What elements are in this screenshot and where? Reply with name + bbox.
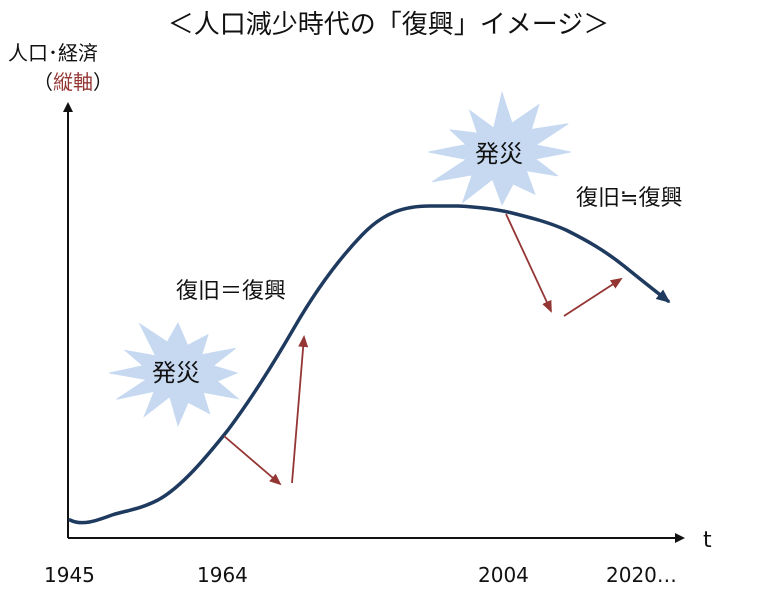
y-axis-sublabel-open: （ — [33, 70, 53, 94]
x-tick-label: 2004 — [478, 563, 529, 587]
decline-arrow-early — [223, 435, 282, 486]
y-axis-sublabel-close: ） — [93, 70, 113, 94]
x-tick-label: 2020… — [606, 563, 677, 587]
decline-arrow-late — [505, 213, 552, 313]
x-tick-label: 1945 — [44, 563, 95, 587]
y-axis-sublabel: （縦軸） — [33, 72, 113, 92]
annotation-restoration-approx-reconstruction: 復旧≒復興 — [576, 186, 683, 211]
disaster-label-early: 発災 — [152, 359, 200, 387]
annotation-restoration-equals-reconstruction: 復旧＝復興 — [176, 279, 287, 304]
disaster-label-late: 発災 — [475, 140, 523, 168]
x-axis-label: t — [703, 528, 712, 553]
recovery-arrow-early — [291, 335, 309, 484]
disaster-burst-early — [109, 321, 240, 427]
trend-curve — [68, 204, 671, 525]
disaster-burst-late — [428, 90, 571, 206]
y-axis-sublabel-text: 縦軸 — [53, 70, 93, 94]
x-tick-label: 1964 — [197, 563, 248, 587]
diagram-title: ＜人口減少時代の「復興」イメージ＞ — [167, 10, 610, 40]
y-axis-label: 人口･経済 — [8, 41, 98, 65]
recovery-arrow-late — [563, 277, 623, 317]
